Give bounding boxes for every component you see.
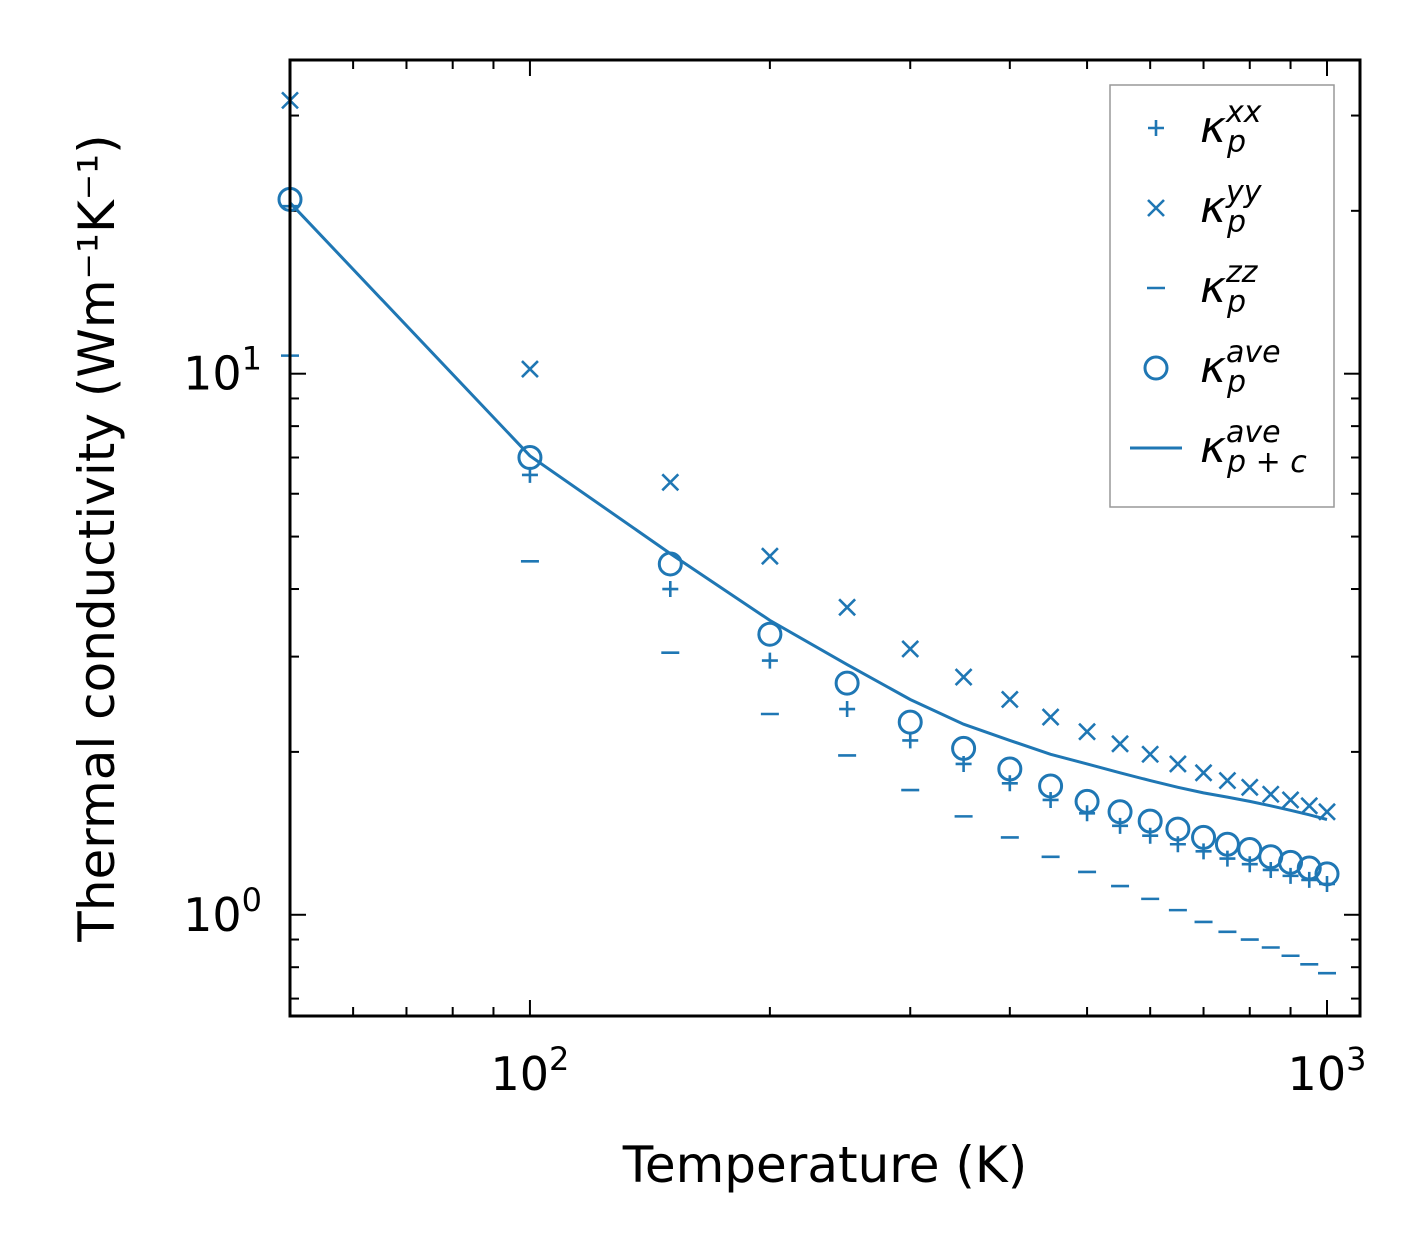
tick-labels: 102 103 100 101 xyxy=(183,340,1366,1101)
series-line xyxy=(288,201,1328,821)
y-tick-label: 101 xyxy=(183,340,262,401)
data-point xyxy=(1281,791,1300,809)
data-point xyxy=(1165,816,1191,842)
data-point xyxy=(997,756,1023,782)
data-point xyxy=(839,701,856,718)
data-point xyxy=(661,473,680,492)
series-kappa_p_yy xyxy=(281,91,1336,821)
legend-marker xyxy=(1143,355,1169,381)
x-tick-label: 102 xyxy=(490,1040,569,1101)
data-point xyxy=(1038,773,1064,799)
data-point xyxy=(1296,855,1322,881)
data-point xyxy=(1074,788,1100,814)
data-point xyxy=(1300,796,1319,815)
data-point xyxy=(1142,827,1159,844)
data-point xyxy=(1107,799,1133,825)
legend-label: κave p + c xyxy=(1200,415,1307,480)
data-point xyxy=(951,735,977,761)
legend-entry-kappa_p_ave: κave p xyxy=(1143,335,1281,400)
legend-marker xyxy=(1147,199,1165,217)
data-point xyxy=(760,547,779,566)
data-point xyxy=(1168,755,1187,773)
data-point xyxy=(1191,824,1217,850)
data-point xyxy=(897,709,923,735)
data-point xyxy=(901,639,920,658)
data-point xyxy=(954,668,973,686)
data-point xyxy=(1000,690,1019,709)
x-axis-label: Temperature (K) xyxy=(622,1136,1027,1194)
series-kappa_p_xx xyxy=(282,198,1336,892)
legend-marker xyxy=(1148,120,1164,136)
data-point xyxy=(521,360,539,378)
data-point xyxy=(1111,734,1129,753)
data-point xyxy=(662,581,679,598)
data-point xyxy=(1112,817,1129,834)
data-point xyxy=(1195,843,1212,860)
legend-entry-kappa_pc_ave: κave p + c xyxy=(1130,415,1307,480)
plot-marks xyxy=(277,91,1340,975)
data-point xyxy=(1282,867,1299,884)
y-tick-label: 100 xyxy=(183,881,262,942)
series-kappa_p_ave xyxy=(277,186,1340,887)
data-point xyxy=(1141,745,1160,764)
data-point xyxy=(838,598,857,617)
data-point xyxy=(1078,722,1096,741)
data-point xyxy=(1240,778,1259,797)
legend-box xyxy=(1109,84,1335,508)
data-point xyxy=(1137,808,1163,834)
data-point xyxy=(757,621,783,647)
data-point xyxy=(902,732,919,749)
y-axis-label: Thermal conductivity (Wm⁻¹K⁻¹) xyxy=(68,134,126,942)
legend: κxx p κyy p κzz p κave p κave p + c xyxy=(1109,84,1335,508)
data-point xyxy=(1261,785,1280,804)
data-point xyxy=(1194,763,1213,782)
data-point xyxy=(1219,850,1236,867)
series-kappa_pc_ave xyxy=(288,201,1328,821)
plot-frame xyxy=(288,58,1362,1018)
legend-entry-kappa_p_xx: κxx p xyxy=(1148,95,1262,160)
legend-label: κzz p xyxy=(1200,255,1259,320)
legend-label: κave p xyxy=(1200,335,1281,400)
data-point xyxy=(657,551,683,577)
legend-entry-kappa_p_zz: κzz p xyxy=(1147,255,1259,320)
data-point xyxy=(1314,861,1340,887)
data-point xyxy=(1218,771,1237,790)
data-point xyxy=(1042,791,1059,808)
data-point xyxy=(761,652,778,669)
x-tick-label: 103 xyxy=(1288,1040,1367,1101)
data-point xyxy=(834,670,860,696)
data-point xyxy=(1262,861,1279,878)
data-point xyxy=(517,445,543,471)
data-point xyxy=(1214,831,1240,857)
series-kappa_p_zz xyxy=(281,354,1337,975)
data-point xyxy=(1001,775,1018,792)
legend-label: κyy p xyxy=(1200,175,1263,240)
data-point xyxy=(1241,856,1258,873)
data-point xyxy=(1041,708,1060,726)
legend-entry-kappa_p_yy: κyy p xyxy=(1147,175,1263,240)
legend-label: κxx p xyxy=(1200,95,1262,160)
